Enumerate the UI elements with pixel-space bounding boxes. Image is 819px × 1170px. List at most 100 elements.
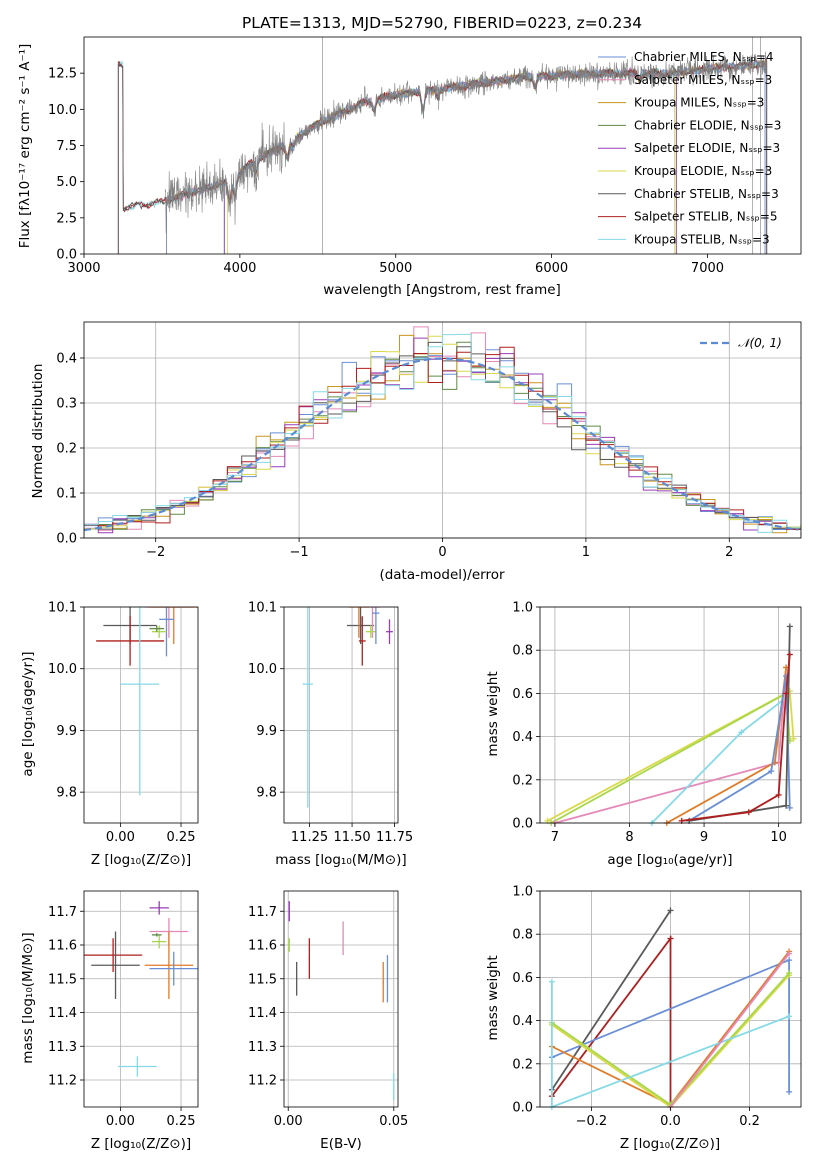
residuals-xtick-label: 1 — [582, 545, 590, 560]
spectrum-ytick-label: 10.0 — [48, 103, 77, 118]
age_vs_mass-axes — [284, 606, 398, 823]
residuals-ytick-label: 0.3 — [56, 397, 77, 412]
mass_vs_Z-ytick-label: 11.2 — [48, 1074, 77, 1089]
residuals-ytick-label: 0.4 — [56, 352, 77, 367]
mass_vs_EBV-ytick-label: 11.2 — [248, 1074, 277, 1089]
spectrum-ytick-label: 7.5 — [56, 139, 77, 154]
spectrum-xlabel: wavelength [Angstrom, rest frame] — [323, 282, 561, 298]
mass-weight-line — [666, 667, 787, 823]
residuals-ylabel: Normed distribution — [30, 364, 46, 499]
age-vs-z-xlabel: Z [log₁₀(Z/Z⊙)] — [91, 852, 191, 868]
mass-weight-line — [551, 909, 672, 1091]
massweight_vs_Z-ytick-label: 1.0 — [512, 885, 533, 900]
massweight_vs_age-ytick-label: 0.0 — [512, 817, 533, 832]
mass-weight-line — [551, 981, 790, 1107]
mass_vs_EBV-xtick-label: 0.05 — [379, 1114, 408, 1129]
legend-entry: Chabrier MILES, Nₛₛₚ=4 — [634, 50, 774, 64]
massweight_vs_Z-ytick-label: 0.4 — [512, 1014, 533, 1029]
spectrum-xtick-label: 5000 — [379, 261, 412, 276]
massweight_vs_Z-ytick-label: 0.8 — [512, 928, 533, 943]
massweight_vs_age-frame — [539, 606, 802, 824]
mw-vs-z-xlabel: Z [log₁₀(Z/Z⊙)] — [620, 1136, 720, 1152]
mw-vs-age-ylabel: mass weight — [485, 671, 501, 756]
age_vs_mass-xtick-label: 11.75 — [376, 830, 413, 845]
legend-entry: Kroupa MILES, Nₛₛₚ=3 — [634, 96, 764, 110]
massweight_vs_age-xtick-label: 9 — [700, 830, 708, 845]
mass-weight-line — [551, 935, 672, 1105]
spectrum-ytick-label: 12.5 — [48, 67, 77, 82]
age_vs_Z-ytick-label: 10.1 — [48, 601, 77, 616]
massweight_vs_age-xtick-label: 8 — [625, 830, 633, 845]
legend-entry: Chabrier STELIB, Nₛₛₚ=3 — [634, 187, 779, 201]
massweight_vs_age-xtick-label: 7 — [551, 830, 559, 845]
residuals-ytick-label: 0.2 — [56, 442, 77, 457]
spectrum-ytick-label: 5.0 — [56, 175, 77, 190]
massweight_vs_age-ytick-label: 0.6 — [512, 687, 533, 702]
model-spectrum-line — [227, 68, 676, 254]
spectrum-title: PLATE=1313, MJD=52790, FIBERID=0223, z=0… — [242, 14, 642, 32]
legend-entry: Salpeter ELODIE, Nₛₛₚ=3 — [634, 141, 780, 155]
residuals-ytick-label: 0.1 — [56, 487, 77, 502]
mass_vs_EBV-ytick-label: 11.4 — [248, 1006, 277, 1021]
mass-weight-line — [551, 974, 790, 1107]
age_vs_Z-ytick-label: 9.8 — [56, 786, 77, 801]
mass_vs_EBV-frame — [283, 890, 399, 1108]
mass_vs_Z-ytick-label: 11.6 — [48, 939, 77, 954]
mass_vs_Z-ytick-label: 11.4 — [48, 1006, 77, 1021]
observed-spectrum-line — [164, 51, 767, 234]
mw-vs-z-ylabel: mass weight — [485, 955, 501, 1040]
model-spectrum-line — [223, 67, 677, 254]
mass-vs-z-ylabel: mass [log₁₀(M/M⊙)] — [20, 932, 36, 1063]
residual-histogram — [84, 333, 801, 533]
mass_vs_EBV-ytick-label: 11.3 — [248, 1040, 277, 1055]
residuals-xtick-label: −1 — [290, 545, 309, 560]
age_vs_Z-ytick-label: 10.0 — [48, 662, 77, 677]
mass-vs-ebv-xlabel: E(B-V) — [320, 1136, 362, 1152]
spectrum-ytick-label: 2.5 — [56, 211, 77, 226]
mass_vs_EBV-xtick-label: 0.00 — [274, 1114, 303, 1129]
massweight_vs_age-ytick-label: 0.4 — [512, 730, 533, 745]
residuals-xtick-label: 0 — [438, 545, 446, 560]
mass_vs_Z-xtick-label: 0.00 — [106, 1114, 135, 1129]
spectrum-ylabel: Flux [fλ10⁻¹⁷ erg cm⁻² s⁻¹ A⁻¹] — [17, 44, 33, 249]
legend-entry: Salpeter STELIB, Nₛₛₚ=5 — [634, 210, 778, 224]
spectrum-xtick-label: 7000 — [691, 261, 724, 276]
residuals-xlabel: (data-model)/error — [379, 567, 505, 583]
mass_vs_EBV-ytick-label: 11.7 — [248, 905, 277, 920]
age_vs_mass-ytick-label: 9.8 — [256, 786, 277, 801]
legend-entry: Salpeter MILES, Nₛₛₚ=3 — [634, 73, 772, 87]
age-vs-mass-xlabel: mass [log₁₀(M/M⊙)] — [275, 852, 406, 868]
massweight_vs_age-axes — [540, 606, 801, 824]
mass-weight-line — [669, 953, 790, 1107]
residuals-xtick-label: 2 — [725, 545, 733, 560]
age_vs_mass-ytick-label: 10.0 — [248, 662, 277, 677]
massweight_vs_Z-ytick-label: 0.6 — [512, 971, 533, 986]
mass_vs_Z-frame — [83, 890, 199, 1108]
massweight_vs_age-ytick-label: 0.8 — [512, 644, 533, 659]
mass-weight-line — [651, 696, 787, 823]
age_vs_Z-ytick-label: 9.9 — [56, 724, 77, 739]
spectrum-ytick-label: 0.0 — [56, 248, 77, 263]
mw-vs-age-xlabel: age [log₁₀(age/yr)] — [607, 852, 732, 868]
age_vs_mass-ytick-label: 10.1 — [248, 601, 277, 616]
age_vs_Z-axes — [84, 606, 198, 823]
age-vs-z-ylabel: age [log₁₀(age/yr)] — [20, 651, 36, 776]
model-spectrum-line — [223, 66, 677, 254]
residuals-ytick-label: 0.0 — [56, 532, 77, 547]
mass_vs_Z-xtick-label: 0.25 — [167, 1114, 196, 1129]
legend-entry: Kroupa STELIB, Nₛₛₚ=3 — [634, 232, 770, 246]
spectrum-xtick-label: 6000 — [535, 261, 568, 276]
massweight_vs_Z-xtick-label: −0.2 — [576, 1114, 608, 1129]
mass_vs_EBV-ytick-label: 11.5 — [248, 972, 277, 987]
legend-entry: Chabrier ELODIE, Nₛₛₚ=3 — [634, 118, 781, 132]
massweight_vs_age-ytick-label: 0.2 — [512, 773, 533, 788]
spectrum-xtick-label: 4000 — [223, 261, 256, 276]
mass-weight-line — [554, 667, 787, 823]
mass-vs-z-xlabel: Z [log₁₀(Z/Z⊙)] — [91, 1136, 191, 1152]
age_vs_mass-ytick-label: 9.9 — [256, 724, 277, 739]
age_vs_mass-xtick-label: 11.50 — [333, 830, 370, 845]
massweight_vs_age-xtick-label: 10 — [770, 830, 787, 845]
normal-curve — [84, 357, 799, 532]
massweight_vs_Z-ytick-label: 0.0 — [512, 1101, 533, 1116]
